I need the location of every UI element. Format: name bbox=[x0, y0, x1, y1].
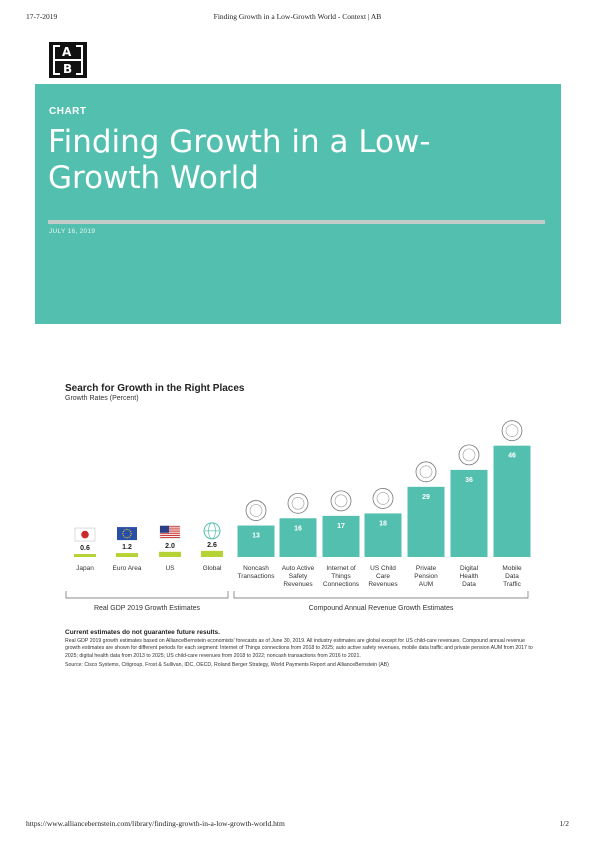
data-label: 1.2 bbox=[122, 544, 132, 551]
bar bbox=[116, 553, 138, 557]
eu-flag-icon bbox=[117, 527, 137, 541]
divider bbox=[48, 220, 545, 224]
heart-monitor-icon bbox=[458, 444, 480, 466]
category-label: Internet of Things Connections bbox=[323, 565, 360, 588]
print-page-number: 1/2 bbox=[559, 819, 569, 828]
data-label: 46 bbox=[508, 453, 516, 460]
chart-title: Search for Growth in the Right Places bbox=[65, 383, 245, 394]
bar bbox=[493, 445, 531, 557]
bar bbox=[407, 486, 445, 557]
category-label: Noncash Transactions bbox=[238, 565, 276, 580]
category-label: Private Pension AUM bbox=[414, 565, 438, 588]
us-flag-icon bbox=[159, 525, 181, 539]
data-label: 13 bbox=[252, 533, 260, 540]
print-title: Finding Growth in a Low-Growth World - C… bbox=[213, 12, 382, 21]
category-label: Mobile Data Traffic bbox=[502, 565, 522, 588]
category-label: Global bbox=[203, 565, 222, 572]
data-label: 17 bbox=[337, 523, 345, 530]
globe-icon bbox=[203, 522, 221, 540]
article-title: Finding Growth in a Low-Growth World bbox=[48, 124, 431, 196]
signal-icon bbox=[330, 490, 352, 512]
print-url[interactable]: https://www.alliancebernstein.com/librar… bbox=[26, 819, 285, 828]
smartphone-icon bbox=[501, 420, 523, 442]
article-type-label: CHART bbox=[49, 106, 87, 117]
bar bbox=[201, 550, 223, 557]
bar bbox=[237, 525, 275, 557]
bar bbox=[74, 554, 96, 557]
ab-logo[interactable]: A B bbox=[49, 42, 87, 78]
data-label: 0.6 bbox=[80, 545, 90, 552]
category-label: US bbox=[165, 565, 175, 572]
category-label: US Child Care Revenues bbox=[368, 565, 398, 588]
data-label: 16 bbox=[294, 525, 302, 532]
notes-body: Real GDP 2019 growth estimates based on … bbox=[65, 637, 533, 659]
article-date: JULY 16, 2019 bbox=[49, 228, 96, 235]
car-icon bbox=[287, 492, 309, 514]
category-label: Euro Area bbox=[113, 565, 142, 572]
data-label: 36 bbox=[465, 477, 473, 484]
hero-banner: CHART Finding Growth in a Low-Growth Wor… bbox=[35, 84, 561, 324]
chart-notes: Current estimates do not guarantee futur… bbox=[65, 629, 535, 670]
gdp-group-bracket: Real GDP 2019 Growth Estimates bbox=[65, 591, 229, 612]
bar bbox=[322, 515, 360, 557]
card-icon bbox=[245, 500, 267, 521]
print-date: 17-7-2019 bbox=[26, 12, 58, 21]
category-label: Auto Active Safety Revenues bbox=[282, 565, 315, 588]
notes-source: Source: Cisco Systems, Citigroup, Frost … bbox=[65, 662, 389, 669]
category-label: Japan bbox=[76, 565, 94, 572]
japan-flag-icon bbox=[74, 527, 96, 542]
bar bbox=[364, 513, 402, 557]
chart-subtitle: Growth Rates (Percent) bbox=[65, 395, 139, 402]
data-label: 18 bbox=[379, 520, 387, 527]
data-label: 2.6 bbox=[207, 542, 217, 549]
child-icon bbox=[372, 488, 394, 509]
data-label: 2.0 bbox=[165, 543, 175, 550]
category-label: Digital Health Data bbox=[460, 565, 479, 588]
group-label: Compound Annual Revenue Growth Estimates bbox=[309, 605, 454, 612]
group-label: Real GDP 2019 Growth Estimates bbox=[94, 605, 201, 612]
chart-icon bbox=[415, 461, 437, 483]
notes-heading: Current estimates do not guarantee futur… bbox=[65, 629, 220, 636]
industry-group-bracket: Compound Annual Revenue Growth Estimates bbox=[233, 591, 529, 612]
bar bbox=[159, 551, 181, 557]
data-label: 29 bbox=[422, 494, 430, 501]
bar bbox=[279, 518, 317, 557]
bar bbox=[450, 469, 488, 557]
